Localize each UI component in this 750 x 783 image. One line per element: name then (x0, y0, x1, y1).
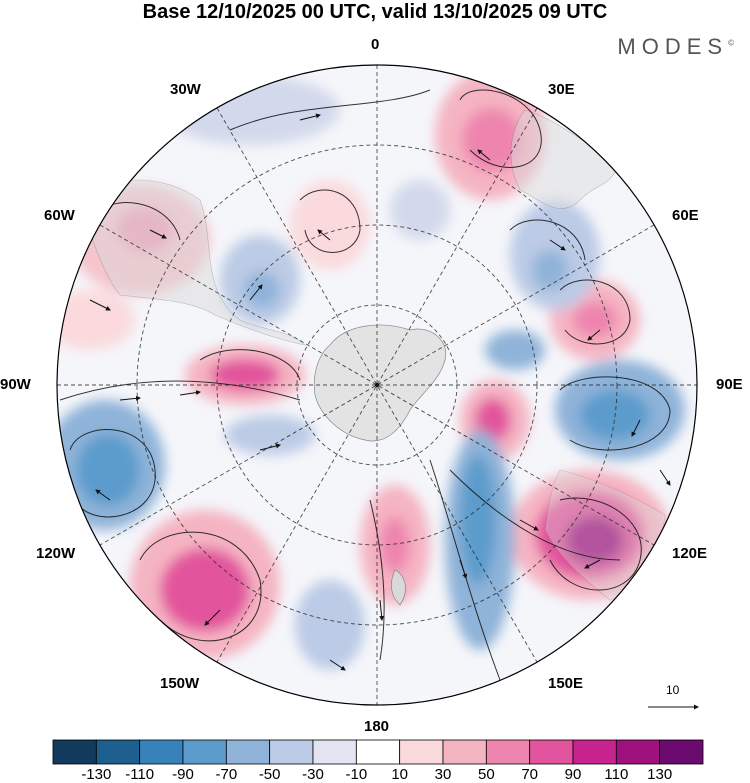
map-boundary (56, 64, 698, 706)
colorbar-swatch-7 (355, 739, 401, 765)
colorbar-swatch-0 (52, 739, 97, 765)
lon-label-60w: 60W (44, 207, 75, 224)
colorbar-label: 90 (564, 766, 582, 783)
colorbar-swatch-2 (139, 739, 184, 765)
lon-label-180: 180 (364, 718, 390, 735)
colorbar-swatch-5 (269, 739, 314, 765)
lon-label-0: 0 (371, 36, 380, 53)
colorbar-swatch-10 (485, 739, 531, 765)
lon-label-150e: 150E (548, 675, 584, 692)
colorbar-label: 130 (647, 766, 673, 783)
brand-name: MODES (617, 34, 729, 59)
reference-vector-label: 10 (666, 683, 680, 697)
colorbar-label: 70 (521, 766, 538, 783)
colorbar-label: 30 (434, 766, 452, 783)
colorbar-label: -110 (125, 766, 155, 783)
colorbar-swatch-13 (615, 739, 661, 765)
colorbar-label: -30 (302, 766, 324, 783)
colorbar-label: -70 (215, 766, 238, 783)
anomaly-field (57, 65, 697, 705)
colorbar-swatch-6 (312, 739, 357, 765)
colorbar-label: -10 (345, 766, 368, 783)
colorbar-label: -90 (172, 766, 194, 783)
lon-label-90w: 90W (0, 376, 31, 393)
brand-mark: © (728, 38, 734, 48)
colorbar-label: 10 (391, 766, 408, 783)
colorbar-label: -130 (81, 766, 112, 783)
lon-label-120e: 120E (672, 545, 708, 562)
lon-label-30e: 30E (548, 81, 575, 98)
colorbar-swatch-12 (572, 739, 617, 765)
colorbar-label: 110 (604, 766, 629, 783)
lon-label-30w: 30W (170, 81, 201, 98)
colorbar-swatch-9 (442, 739, 487, 765)
lon-label-90e: 90E (716, 376, 743, 393)
lon-label-150w: 150W (160, 675, 200, 692)
modes-logo: MODES© (617, 34, 734, 60)
colorbar-swatch-14 (659, 739, 704, 765)
colorbar-swatch-8 (399, 739, 444, 765)
colorbar-label: 50 (477, 766, 495, 783)
lon-label-120w: 120W (36, 545, 76, 562)
colorbar (52, 739, 704, 765)
map-title: Base 12/10/2025 00 UTC, valid 13/10/2025… (142, 1, 608, 23)
colorbar-swatch-1 (95, 739, 141, 765)
colorbar-swatch-4 (225, 739, 271, 765)
colorbar-label: -50 (258, 766, 281, 783)
colorbar-swatch-11 (529, 739, 574, 765)
lon-label-60e: 60E (672, 207, 699, 224)
colorbar-swatch-3 (182, 739, 227, 765)
